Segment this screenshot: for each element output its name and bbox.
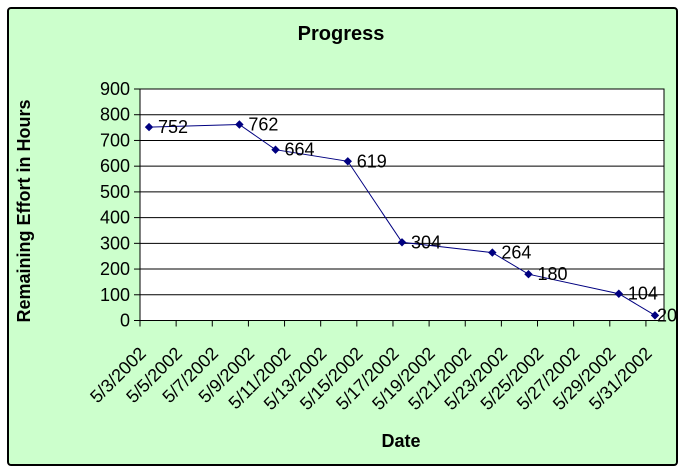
data-point-marker <box>343 157 353 166</box>
data-point-label: 264 <box>501 243 531 263</box>
y-tick-label: 900 <box>100 79 130 99</box>
data-point-label: 104 <box>628 284 658 304</box>
data-point-marker <box>235 120 244 129</box>
y-tick-label: 700 <box>100 130 130 150</box>
data-point-label: 752 <box>158 117 188 137</box>
y-tick-label: 500 <box>100 182 130 202</box>
data-point-label: 619 <box>357 151 387 171</box>
y-tick-label: 100 <box>100 285 130 305</box>
data-point-label: 304 <box>411 232 441 252</box>
x-axis-title: Date <box>381 431 420 451</box>
y-tick-label: 200 <box>100 259 130 279</box>
data-point-label: 664 <box>285 140 315 160</box>
data-point-marker <box>271 145 280 154</box>
gridlines-layer <box>134 88 665 327</box>
y-tick-label: 800 <box>100 105 130 125</box>
data-point-marker <box>488 248 497 257</box>
data-point-marker <box>614 289 624 298</box>
data-point-label: 762 <box>248 114 278 134</box>
data-point-marker <box>650 311 660 320</box>
y-tick-label: 400 <box>100 208 130 228</box>
data-point-marker <box>524 269 533 279</box>
y-axis-title: Remaining Effort in Hours <box>14 99 34 322</box>
data-point-marker <box>144 122 154 132</box>
y-tick-label: 300 <box>100 233 130 253</box>
data-point-marker <box>397 238 407 247</box>
chart-title: Progress <box>298 23 385 45</box>
data-point-label: 20 <box>657 305 677 325</box>
y-tick-label: 0 <box>120 311 130 331</box>
data-point-label: 180 <box>537 264 567 284</box>
y-tick-label: 600 <box>100 156 130 176</box>
plot-area <box>139 88 665 321</box>
